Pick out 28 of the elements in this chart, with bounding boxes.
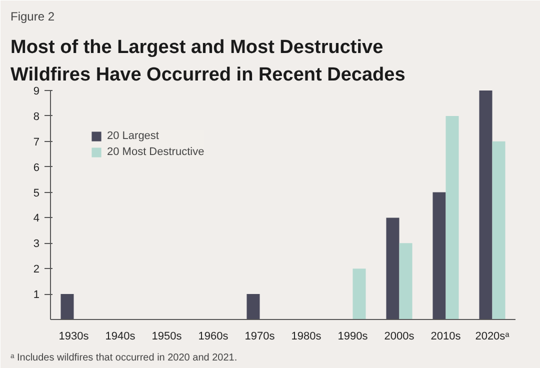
y-tick-label: 8 — [33, 110, 40, 123]
bar — [492, 141, 506, 320]
legend-label: 20 Most Destructive — [107, 146, 204, 158]
text: ᵃ Includes wildfires that occurred in 2020 and 2021. — [10, 352, 238, 364]
x-tick-label: 1940s — [105, 330, 136, 342]
x-tick-label: 2000s — [384, 330, 415, 342]
bar — [399, 243, 412, 320]
x-tick-label: 1980s — [291, 330, 322, 342]
bar — [446, 116, 459, 320]
legend-label: 20 Largest — [107, 130, 159, 142]
y-tick-label: 2 — [33, 264, 40, 276]
y-tick-label: 3 — [33, 238, 40, 250]
y-tick-label: 1 — [33, 289, 40, 302]
y-tick-label: 9 — [33, 86, 40, 98]
x-tick-label: 1930s — [58, 330, 90, 342]
x-tick-label: 1970s — [244, 330, 276, 342]
x-tick-label: 1960s — [198, 330, 229, 342]
x-tick-label: 2020sᵃ — [475, 330, 510, 342]
x-tick-label: 1990s — [338, 330, 368, 342]
bar — [352, 268, 366, 320]
y-tick-label: 4 — [33, 212, 40, 225]
x-tick-label: 1950s — [152, 330, 182, 342]
y-tick-label: 5 — [33, 187, 40, 200]
chart-title: Most of the Largest and Most Destructive Wildfires Have Occurred in Recent Decades — [10, 37, 406, 86]
y-tick-label: 6 — [33, 162, 40, 174]
x-tick-label: 2010s — [430, 330, 462, 342]
y-tick-label: 7 — [33, 136, 40, 148]
caption: Figure 2 — [10, 10, 55, 24]
